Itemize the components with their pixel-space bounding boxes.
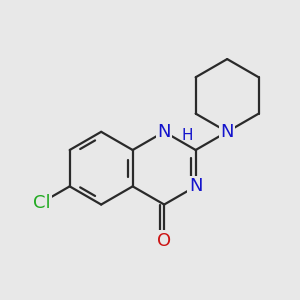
Text: N: N [220, 123, 234, 141]
Text: O: O [157, 232, 171, 250]
Text: Cl: Cl [32, 194, 50, 212]
Text: N: N [158, 123, 171, 141]
Text: H: H [182, 128, 193, 143]
Text: N: N [189, 177, 202, 195]
